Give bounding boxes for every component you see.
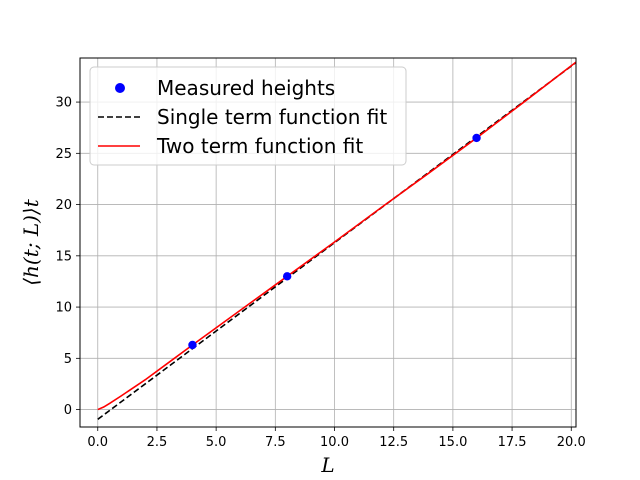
y-axis: 0 5 10 15 20 25 30	[55, 96, 80, 418]
series-layer	[97, 61, 576, 420]
x-tick-label: 2.5	[147, 435, 168, 450]
x-tick-label: 17.5	[498, 435, 527, 450]
plot-frame	[79, 57, 577, 428]
y-tick-label: 0	[64, 403, 72, 418]
legend-label: Measured heights	[157, 76, 335, 100]
legend-box	[89, 66, 407, 166]
y-tick-label: 25	[55, 147, 72, 162]
series-group	[97, 61, 576, 420]
y-tick-label: 10	[55, 301, 72, 316]
legend-label: Single term function fit	[157, 105, 387, 129]
legend-marker-measured	[115, 83, 125, 93]
measured-point	[472, 133, 481, 143]
x-tick-label: 20.0	[557, 435, 586, 450]
x-tick-label: 0.0	[87, 435, 108, 450]
x-tick-label: 12.5	[379, 435, 408, 450]
x-axis: 0.0 2.5 5.0 7.5 10.0 12.5 15.0 17.5 20.0	[87, 427, 586, 450]
y-tick-label: 20	[55, 198, 72, 213]
y-tick-label: 15	[55, 249, 72, 264]
measured-point	[282, 272, 292, 281]
y-tick-label: 5	[64, 352, 72, 367]
x-tick-label: 5.0	[206, 435, 227, 450]
y-tick-label: 30	[55, 96, 72, 111]
x-tick-label: 15.0	[438, 435, 467, 450]
measured-point	[188, 340, 197, 350]
two-term-fit-line	[97, 61, 576, 411]
y-axis-label: ⟨h(t; L)⟩t	[19, 198, 43, 286]
legend: Measured heights Single term function fit…	[89, 66, 407, 166]
legend-label: Two term function fit	[156, 134, 363, 158]
x-tick-label: 7.5	[265, 435, 286, 450]
x-axis-label: L	[320, 453, 334, 477]
x-tick-label: 10.0	[320, 435, 349, 450]
